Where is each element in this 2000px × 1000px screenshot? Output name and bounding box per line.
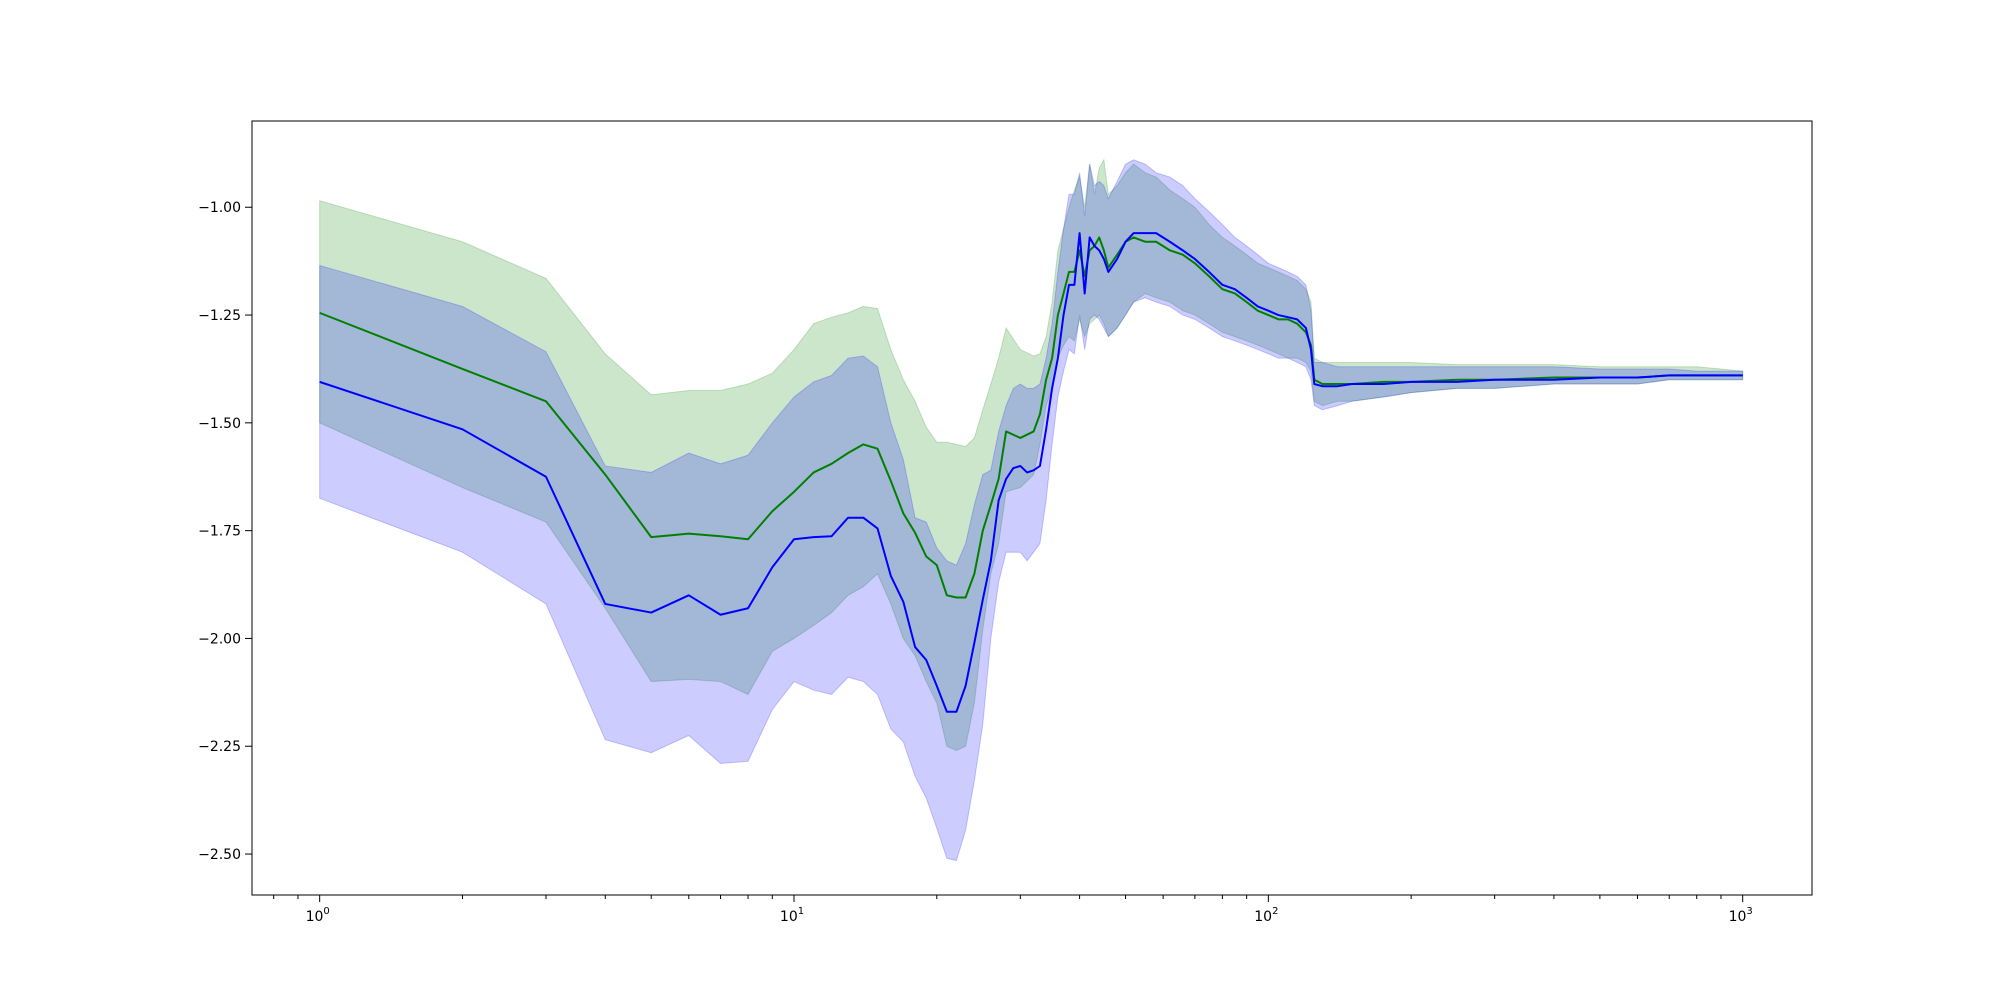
x-tick-label: 100 [306,906,330,925]
y-tick-label: −2.25 [198,739,241,755]
confidence-bands [319,158,1744,862]
y-tick-label: −2.00 [198,631,241,647]
y-tick-label: −2.50 [198,847,241,863]
x-tick-label: 101 [780,906,804,925]
series-2-line [319,232,1743,713]
series-lines [319,232,1743,713]
x-axis: 100 101 102 103 [273,895,1753,925]
series-2-band [319,159,1744,862]
y-tick-label: −1.50 [198,416,241,432]
plot-frame [251,120,1813,896]
y-tick-label: −1.75 [198,524,241,540]
y-tick-label: −1.00 [198,200,241,216]
y-tick-label: −1.25 [198,308,241,324]
series-1-band [319,158,1744,752]
x-tick-label: 103 [1729,906,1753,925]
y-axis: −1.00 −1.25 −1.50 −1.75 −2.00 −2.25 −2.50 [198,200,252,863]
x-tick-label: 102 [1254,906,1278,925]
